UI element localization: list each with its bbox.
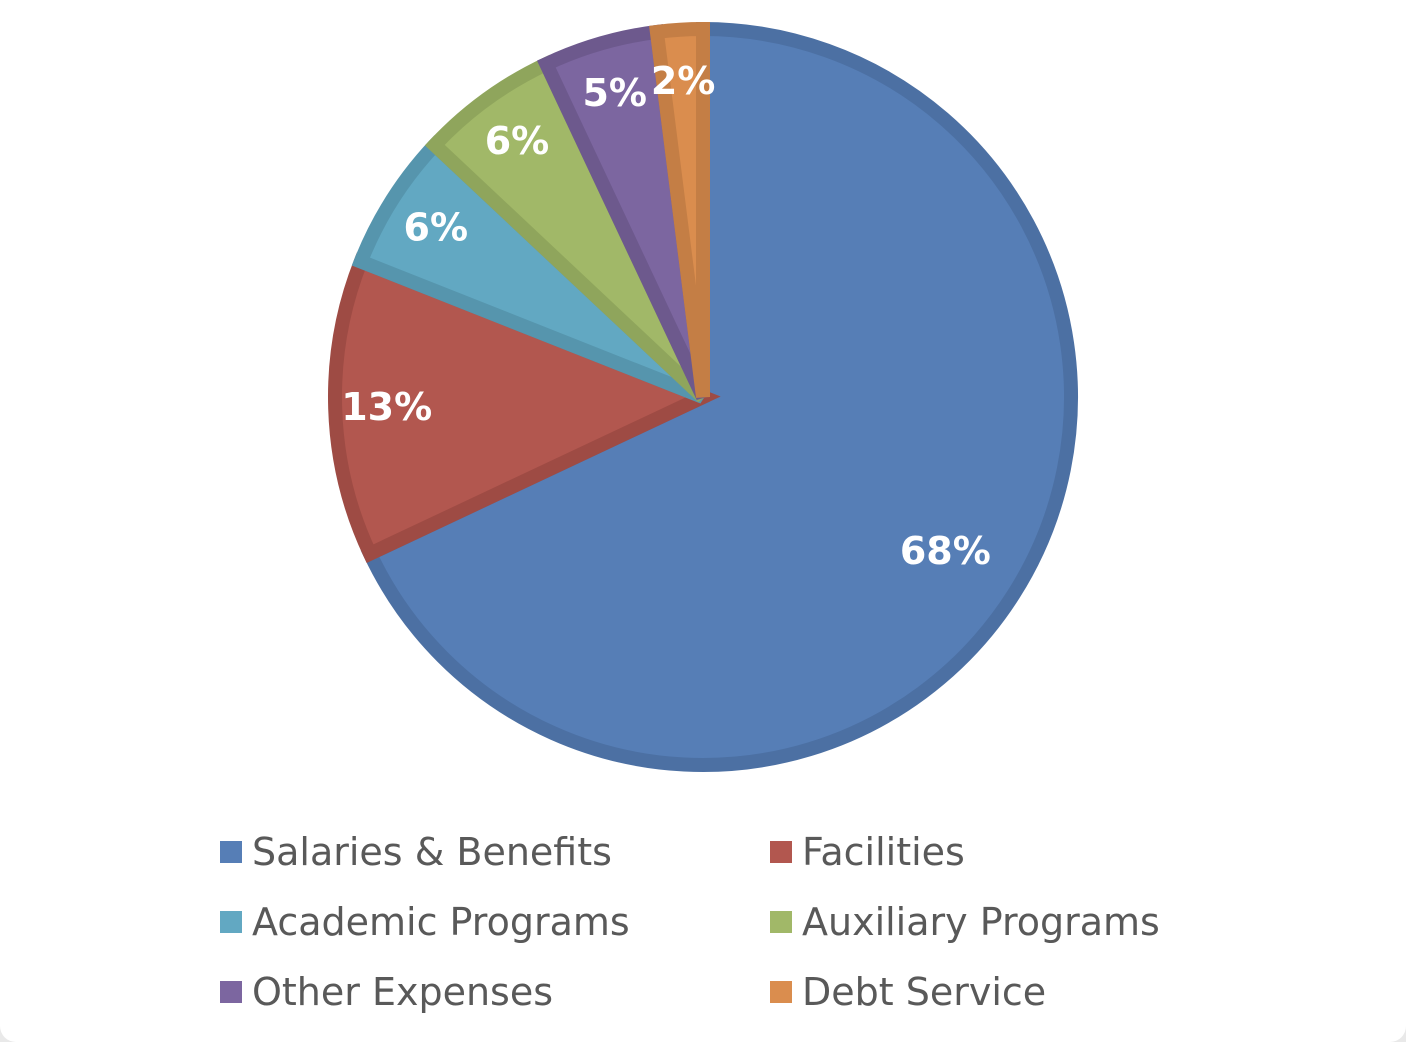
legend-item-debt-service: Debt Service [770,962,1220,1022]
data-label-debt-service: 2% [651,59,716,103]
data-label-auxiliary-programs: 6% [485,119,550,163]
pie-chart: 68% 13% 6% 6% 5% 2% [328,21,1078,772]
legend-swatch [220,981,242,1003]
data-label-other-expenses: 5% [582,71,647,115]
legend: Salaries & Benefits Facilities Academic … [220,822,1220,1032]
data-label-academic-programs: 6% [404,205,469,249]
legend-label: Auxiliary Programs [802,900,1160,944]
legend-swatch [220,911,242,933]
legend-item-auxiliary-programs: Auxiliary Programs [770,892,1220,952]
legend-swatch [770,841,792,863]
legend-item-other-expenses: Other Expenses [220,962,770,1022]
data-label-salaries-benefits: 68% [900,529,991,573]
pie-slice-debt-service [649,21,710,398]
legend-item-facilities: Facilities [770,822,1220,882]
pie-slice-facilities [328,252,721,564]
legend-label: Academic Programs [252,900,630,944]
legend-swatch [220,841,242,863]
legend-label: Facilities [802,830,965,874]
legend-item-salaries-benefits: Salaries & Benefits [220,822,770,882]
pie-slice-salaries-benefits [360,21,1078,772]
legend-label: Other Expenses [252,970,554,1014]
legend-label: Debt Service [802,970,1047,1014]
legend-swatch [770,911,792,933]
legend-item-academic-programs: Academic Programs [220,892,770,952]
data-label-facilities: 13% [341,385,432,429]
legend-swatch [770,981,792,1003]
legend-label: Salaries & Benefits [252,830,612,874]
